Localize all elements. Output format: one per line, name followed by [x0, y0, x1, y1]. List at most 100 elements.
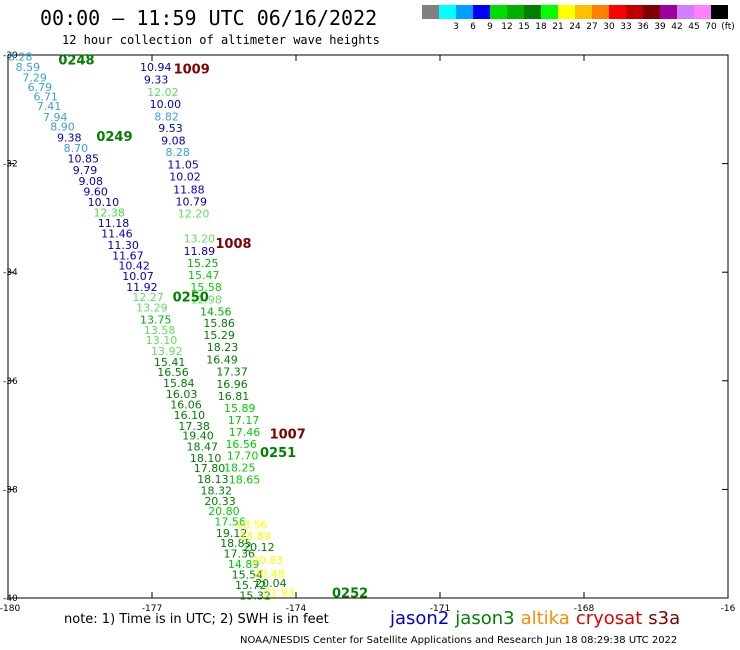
legend-swatch [711, 5, 728, 19]
lon-tick-label: -177 [142, 604, 162, 614]
legend-label: 3 [453, 22, 459, 32]
legend-label: (ft) [721, 22, 735, 32]
legend-label: 21 [552, 22, 564, 32]
legend-label: 45 [688, 22, 700, 32]
swh-value: 10.00 [150, 98, 182, 111]
swh-value: 14.56 [200, 305, 232, 318]
legend-label: 6 [470, 22, 476, 32]
legend-label: 24 [569, 22, 581, 32]
altimeter-tracks: 8.288.597.296.796.717.417.948.909.388.70… [8, 51, 295, 603]
swh-value: 9.38 [57, 132, 82, 145]
legend-swatch [609, 5, 626, 19]
legend-swatch [507, 5, 524, 19]
legend-swatch [592, 5, 609, 19]
swh-value: 18.89 [239, 530, 270, 543]
swh-value: 12.38 [93, 206, 125, 219]
swh-value: 17.37 [216, 366, 248, 379]
swh-value: 20.80 [208, 505, 240, 518]
time-label: 0249 [96, 130, 132, 145]
legend-swatch [626, 5, 643, 19]
swh-value: 18.32 [200, 484, 232, 497]
swh-value: 8.70 [64, 142, 89, 155]
swh-value: 6.79 [28, 81, 53, 94]
swh-value: 18.65 [229, 474, 260, 487]
legend-swatch [473, 5, 490, 19]
time-label: 0252 [332, 587, 368, 602]
swh-value: 18.85 [220, 537, 252, 550]
swh-value: 11.46 [101, 228, 132, 241]
swh-value: 15.25 [187, 257, 219, 270]
legend-swatch [456, 5, 473, 19]
mission-label-altika: altika [520, 608, 570, 629]
swh-value: 12.27 [132, 291, 164, 304]
swh-value: 17.56 [214, 515, 246, 528]
swh-value: 18.56 [236, 519, 268, 532]
swh-value: 15.84 [163, 377, 195, 390]
swh-value: 15.54 [232, 569, 264, 582]
swh-value: 8.28 [8, 51, 33, 64]
swh-value: 17.38 [178, 420, 210, 433]
swh-value: 20.33 [204, 495, 236, 508]
legend-swatch [558, 5, 575, 19]
swh-value: 20.48 [253, 568, 285, 581]
legend-swatch [694, 5, 711, 19]
swh-value: 8.90 [50, 121, 75, 134]
swh-value: 15.89 [224, 402, 256, 415]
axis-ticks: -180 -177 -174 -171 -168 -16 -30 -32 -34 -36 -38 -4… [0, 51, 736, 614]
swh-value: 16.03 [166, 388, 198, 401]
mission-legend: jason2 jason3 altika cryosat s3a [390, 608, 686, 629]
lon-tick-label: -168 [574, 604, 595, 614]
legend-label: 36 [637, 22, 649, 32]
swh-value: 11.18 [98, 217, 130, 230]
swh-value: 18.25 [224, 462, 256, 475]
swh-value: 20.12 [243, 541, 275, 554]
swh-value: 16.96 [216, 378, 248, 391]
swh-value: 7.29 [22, 71, 47, 84]
mission-label-jason2: jason2 [390, 608, 450, 629]
swh-value: 8.82 [154, 110, 179, 123]
lat-tick-label: -30 [3, 51, 18, 61]
swh-value: 11.88 [173, 184, 205, 197]
swh-value: 16.10 [174, 409, 206, 422]
legend-swatch [422, 5, 439, 19]
legend-label: 9 [487, 22, 493, 32]
swh-value: 18.10 [190, 452, 222, 465]
swh-value: 13.10 [146, 334, 178, 347]
legend-label: 39 [654, 22, 666, 32]
legend-label: 42 [671, 22, 683, 32]
lon-tick-label: -16 [721, 604, 736, 614]
legend-label: 12 [501, 22, 513, 32]
swh-value: 17.70 [227, 450, 259, 463]
swh-value: 16.81 [218, 390, 250, 403]
mission-label-cryosat: cryosat [575, 608, 643, 629]
map-frame [7, 54, 729, 599]
swh-value: 9.08 [161, 134, 186, 147]
pressure-label: 1007 [270, 427, 306, 442]
lat-tick-label: -40 [3, 594, 18, 604]
swh-value: 11.30 [107, 239, 139, 252]
map-title: 00:00 – 11:59 UTC 06/16/2022 [40, 6, 378, 30]
swh-value: 13.75 [140, 313, 172, 326]
swh-value: 13.58 [144, 324, 176, 337]
swh-value: 15.29 [203, 329, 235, 342]
legend-label: 33 [620, 22, 632, 32]
swh-value: 17.46 [229, 426, 260, 439]
swh-value: 12.98 [190, 293, 222, 306]
swh-value: 11.67 [112, 249, 144, 262]
swh-value: 19.12 [216, 527, 248, 540]
swh-value: 13.20 [184, 233, 216, 246]
legend-label: 70 [705, 22, 717, 32]
swh-value: 10.94 [140, 61, 172, 74]
swh-value: 20.04 [255, 577, 287, 590]
credit-line: NOAA/NESDIS Center for Satellite Applica… [240, 635, 678, 646]
swh-value: 18.47 [187, 441, 219, 454]
swh-value: 14.89 [228, 558, 260, 571]
legend-label: 27 [586, 22, 598, 32]
swh-value: 15.32 [239, 589, 270, 602]
swh-value: 9.60 [83, 185, 108, 198]
swh-value: 16.56 [157, 366, 189, 379]
swh-value: 19.40 [182, 430, 214, 443]
swh-value: 13.92 [151, 345, 183, 358]
swh-value: 11.92 [126, 281, 158, 294]
